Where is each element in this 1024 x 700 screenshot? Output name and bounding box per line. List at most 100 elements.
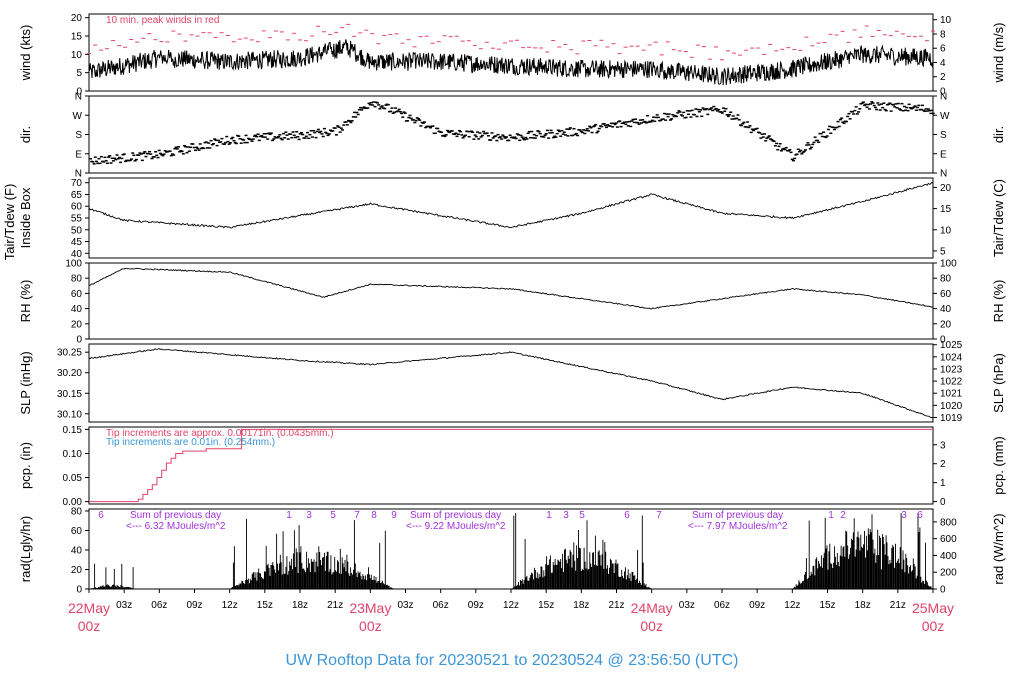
ytick-label-left: 40 bbox=[71, 304, 83, 315]
dir-mark bbox=[652, 116, 656, 118]
rad-hour-digit: 7 bbox=[656, 510, 662, 521]
xtick-label: 06z bbox=[433, 600, 449, 611]
dir-mark bbox=[113, 157, 117, 160]
dir-mark bbox=[137, 154, 141, 157]
dir-mark bbox=[292, 134, 296, 137]
dir-mark bbox=[326, 134, 330, 137]
ytick-label-right: 100 bbox=[940, 259, 957, 270]
dir-mark bbox=[895, 107, 899, 109]
dir-mark bbox=[797, 150, 801, 153]
dir-mark bbox=[695, 115, 699, 118]
dir-mark bbox=[517, 134, 521, 136]
dir-mark bbox=[676, 112, 680, 114]
dir-mark bbox=[448, 131, 452, 134]
dir-mark bbox=[192, 146, 196, 149]
ytick-label-right: 1020 bbox=[940, 401, 963, 412]
dir-mark bbox=[795, 153, 799, 155]
dir-mark bbox=[597, 127, 601, 130]
dir-mark bbox=[898, 108, 902, 110]
dir-mark bbox=[163, 150, 167, 152]
dir-mark bbox=[863, 104, 867, 107]
dir-mark bbox=[899, 109, 903, 111]
dir-mark bbox=[790, 158, 794, 161]
dir-mark bbox=[854, 106, 858, 108]
dir-mark bbox=[361, 107, 365, 109]
dir-mark bbox=[412, 119, 416, 121]
dir-mark bbox=[424, 126, 428, 129]
dir-mark bbox=[103, 156, 107, 159]
dir-mark bbox=[149, 153, 153, 155]
ytick-label-left: 50 bbox=[71, 225, 83, 236]
ytick-label-right: 0 bbox=[940, 335, 946, 346]
dir-mark bbox=[239, 142, 243, 144]
dir-mark bbox=[715, 110, 719, 112]
dir-mark bbox=[783, 148, 787, 151]
dir-mark bbox=[494, 135, 498, 137]
ytick-label-right: 0 bbox=[940, 585, 946, 596]
dir-mark bbox=[143, 151, 147, 153]
dir-mark bbox=[612, 122, 616, 125]
dir-mark bbox=[613, 123, 617, 126]
pcp-note-2: Tip increments are 0.01in. (0.254mm.) bbox=[106, 437, 275, 448]
dir-mark bbox=[787, 150, 791, 152]
dir-mark bbox=[280, 138, 284, 141]
xtick-label: 09z bbox=[468, 600, 484, 611]
dir-mark bbox=[529, 136, 533, 139]
rh-series-line bbox=[88, 267, 934, 310]
dir-mark bbox=[336, 125, 340, 127]
dir-mark bbox=[160, 153, 164, 156]
dir-mark bbox=[630, 120, 634, 122]
ylabel-right: SLP (hPa) bbox=[991, 353, 1006, 413]
dir-mark bbox=[232, 139, 236, 142]
ytick-label-right: 20 bbox=[940, 319, 952, 330]
dir-mark bbox=[408, 114, 412, 117]
xtick-label: 09z bbox=[749, 600, 765, 611]
dir-mark bbox=[342, 124, 346, 126]
dir-mark bbox=[724, 108, 728, 110]
ylabel-right: rad (W/m^2) bbox=[991, 513, 1006, 584]
dir-mark bbox=[926, 108, 930, 110]
ytick-label-right: 2 bbox=[940, 459, 946, 470]
dir-mark bbox=[923, 110, 927, 113]
dir-mark bbox=[368, 104, 372, 106]
dir-mark bbox=[455, 135, 459, 138]
dir-mark bbox=[193, 149, 197, 152]
ytick-label-right: 800 bbox=[940, 517, 957, 528]
dir-mark bbox=[864, 103, 868, 106]
ylabel-right: wind (m/s) bbox=[991, 23, 1006, 84]
dir-mark bbox=[107, 156, 111, 158]
dir-mark bbox=[687, 113, 691, 116]
dir-mark bbox=[251, 138, 255, 140]
dir-mark bbox=[257, 139, 261, 142]
dir-mark bbox=[351, 116, 355, 118]
ytick-label-right: 80 bbox=[940, 274, 952, 285]
dir-mark bbox=[664, 119, 668, 121]
pcp-series-line bbox=[89, 428, 933, 503]
dir-mark bbox=[304, 135, 308, 138]
dir-mark bbox=[245, 141, 249, 144]
dir-mark bbox=[615, 126, 619, 128]
dir-mark bbox=[867, 108, 871, 110]
ylabel-right: pcp. (mm) bbox=[991, 436, 1006, 495]
dir-mark bbox=[816, 139, 820, 142]
dir-mark bbox=[838, 118, 842, 121]
dir-mark bbox=[205, 147, 209, 149]
ytick-label-left: 45 bbox=[71, 237, 83, 248]
dir-mark bbox=[463, 134, 467, 137]
dir-mark bbox=[169, 154, 173, 157]
dir-mark bbox=[647, 121, 651, 123]
dir-mark bbox=[111, 160, 115, 162]
dir-mark bbox=[197, 149, 201, 151]
dir-mark bbox=[729, 111, 733, 113]
dir-mark bbox=[731, 115, 735, 117]
dir-mark bbox=[293, 136, 297, 139]
dir-mark bbox=[419, 125, 423, 127]
dir-mark bbox=[520, 136, 524, 138]
date-sub-label: 00z bbox=[78, 618, 101, 634]
dir-mark bbox=[779, 150, 783, 152]
rad-hour-digit: 9 bbox=[391, 510, 397, 521]
dir-mark bbox=[722, 107, 725, 109]
dir-mark bbox=[443, 135, 447, 138]
dir-mark bbox=[477, 138, 481, 140]
xtick-label: 15z bbox=[819, 600, 835, 611]
